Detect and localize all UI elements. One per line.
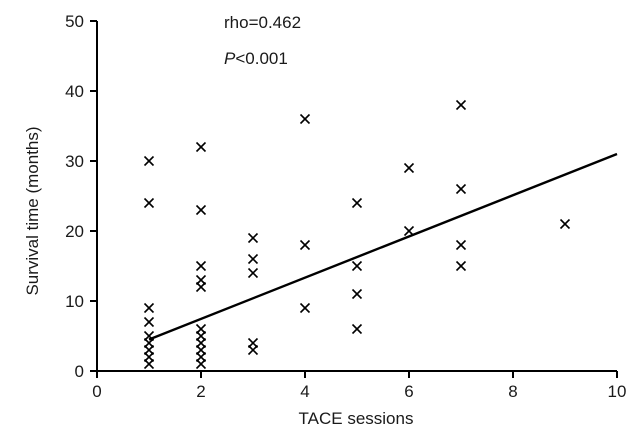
data-point [351,288,363,300]
marker-stroke [195,141,207,153]
marker-stroke [143,316,155,328]
data-point [143,316,155,328]
marker-stroke [299,113,311,125]
marker-stroke [143,358,155,370]
x-tick-label: 4 [300,382,309,401]
x-axis-title: TACE sessions [299,409,414,428]
y-tick-label: 50 [65,12,84,31]
marker-stroke [351,197,363,209]
marker-stroke [247,267,259,279]
data-point [455,260,467,272]
p-value-label: P<0.001 [224,49,288,68]
marker-stroke [195,260,207,272]
marker-stroke [455,239,467,251]
y-tick-label: 40 [65,82,84,101]
data-point [455,183,467,195]
marker-stroke [403,162,415,174]
data-point [351,323,363,335]
data-point [351,260,363,272]
data-point [299,302,311,314]
fit-line-group [148,152,618,341]
marker-stroke [351,288,363,300]
marker-stroke [403,225,415,237]
marker-stroke [195,204,207,216]
marker-stroke [351,260,363,272]
data-point [143,358,155,370]
data-points [143,99,571,370]
tick-marks [90,20,618,378]
marker-stroke [195,281,207,293]
data-point [143,155,155,167]
p-threshold: <0.001 [235,49,287,68]
data-point [247,267,259,279]
data-point [299,113,311,125]
data-point [195,281,207,293]
data-point [247,232,259,244]
rho-label: rho=0.462 [224,13,301,32]
annotation-p-value: P<0.001 [224,49,288,68]
y-tick-label: 30 [65,152,84,171]
marker-stroke [455,260,467,272]
marker-stroke [351,323,363,335]
data-point [455,239,467,251]
data-point [559,218,571,230]
p-symbol: P [224,49,236,68]
annotation-rho: rho=0.462 [224,13,301,32]
marker-stroke [299,239,311,251]
marker-stroke [247,344,259,356]
marker-stroke [247,232,259,244]
data-point [455,99,467,111]
marker-stroke [455,183,467,195]
marker-stroke [143,197,155,209]
marker-stroke [143,155,155,167]
data-point [247,344,259,356]
regression-line [148,152,618,341]
marker-stroke [195,358,207,370]
marker-stroke [455,99,467,111]
tick-labels: 0 2 4 6 8 10 0 10 20 30 40 50 [65,12,626,401]
x-tick-label: 0 [92,382,101,401]
axes [96,21,617,372]
data-point [143,302,155,314]
data-point [195,204,207,216]
data-point [143,197,155,209]
data-point [247,253,259,265]
data-point [195,260,207,272]
data-point [195,358,207,370]
data-point [403,162,415,174]
y-tick-label: 20 [65,222,84,241]
x-tick-label: 6 [404,382,413,401]
data-point [195,141,207,153]
data-point [299,239,311,251]
marker-stroke [247,253,259,265]
y-axis-title: Survival time (months) [23,126,42,295]
x-tick-label: 10 [608,382,627,401]
y-tick-label: 10 [65,292,84,311]
x-tick-label: 8 [508,382,517,401]
marker-stroke [559,218,571,230]
marker-stroke [143,302,155,314]
data-point [351,197,363,209]
data-point [403,225,415,237]
y-tick-label: 0 [75,362,84,381]
marker-stroke [299,302,311,314]
x-tick-label: 2 [196,382,205,401]
